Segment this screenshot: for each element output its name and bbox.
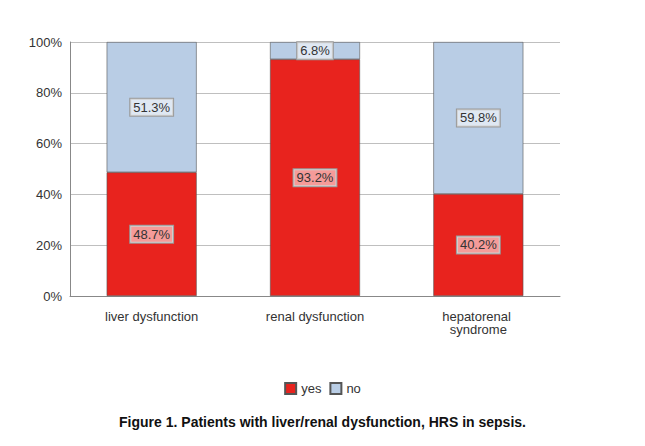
svg-text:40%: 40%	[36, 187, 62, 202]
svg-text:hepatorenal: hepatorenal	[442, 309, 515, 324]
svg-text:59.8%: 59.8%	[460, 110, 497, 125]
svg-text:60%: 60%	[36, 136, 62, 151]
svg-text:20%: 20%	[36, 238, 62, 253]
svg-text:yes: yes	[301, 381, 322, 396]
svg-text:0%: 0%	[43, 289, 62, 304]
svg-text:no: no	[346, 381, 360, 396]
svg-text:80%: 80%	[36, 85, 62, 100]
svg-text:51.3%: 51.3%	[133, 100, 170, 115]
svg-text:Patients with liver/renal dysf: Patients with liver/renal dysfunction, H…	[177, 414, 526, 430]
svg-text:48.7%: 48.7%	[133, 227, 170, 242]
svg-text:liver dysfunction: liver dysfunction	[105, 309, 198, 324]
svg-text:40.2%: 40.2%	[460, 237, 497, 252]
svg-text:renal dysfunction: renal dysfunction	[266, 309, 364, 324]
svg-text:93.2%: 93.2%	[297, 170, 334, 185]
svg-text:6.8%: 6.8%	[300, 43, 330, 58]
svg-text:syndrome: syndrome	[450, 322, 507, 337]
svg-text:Figure 1.: Figure 1.	[119, 414, 177, 430]
svg-text:100%: 100%	[29, 35, 63, 50]
